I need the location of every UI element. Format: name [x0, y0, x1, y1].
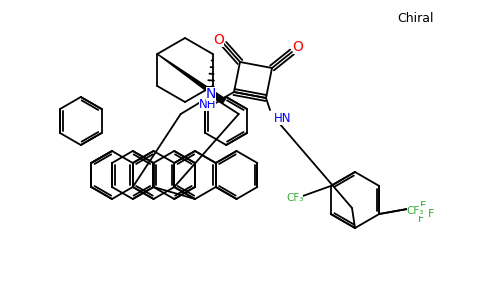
Text: NH: NH [198, 98, 216, 110]
Text: CF₃: CF₃ [286, 193, 303, 203]
Text: F: F [420, 201, 426, 211]
Text: N: N [206, 87, 216, 101]
Text: O: O [213, 33, 225, 47]
Text: HN: HN [274, 112, 291, 124]
Text: F: F [428, 209, 435, 219]
Polygon shape [157, 54, 226, 103]
Text: O: O [292, 40, 303, 54]
Text: F: F [418, 214, 424, 224]
Text: Chiral: Chiral [397, 11, 433, 25]
Text: CF₃: CF₃ [407, 206, 424, 216]
